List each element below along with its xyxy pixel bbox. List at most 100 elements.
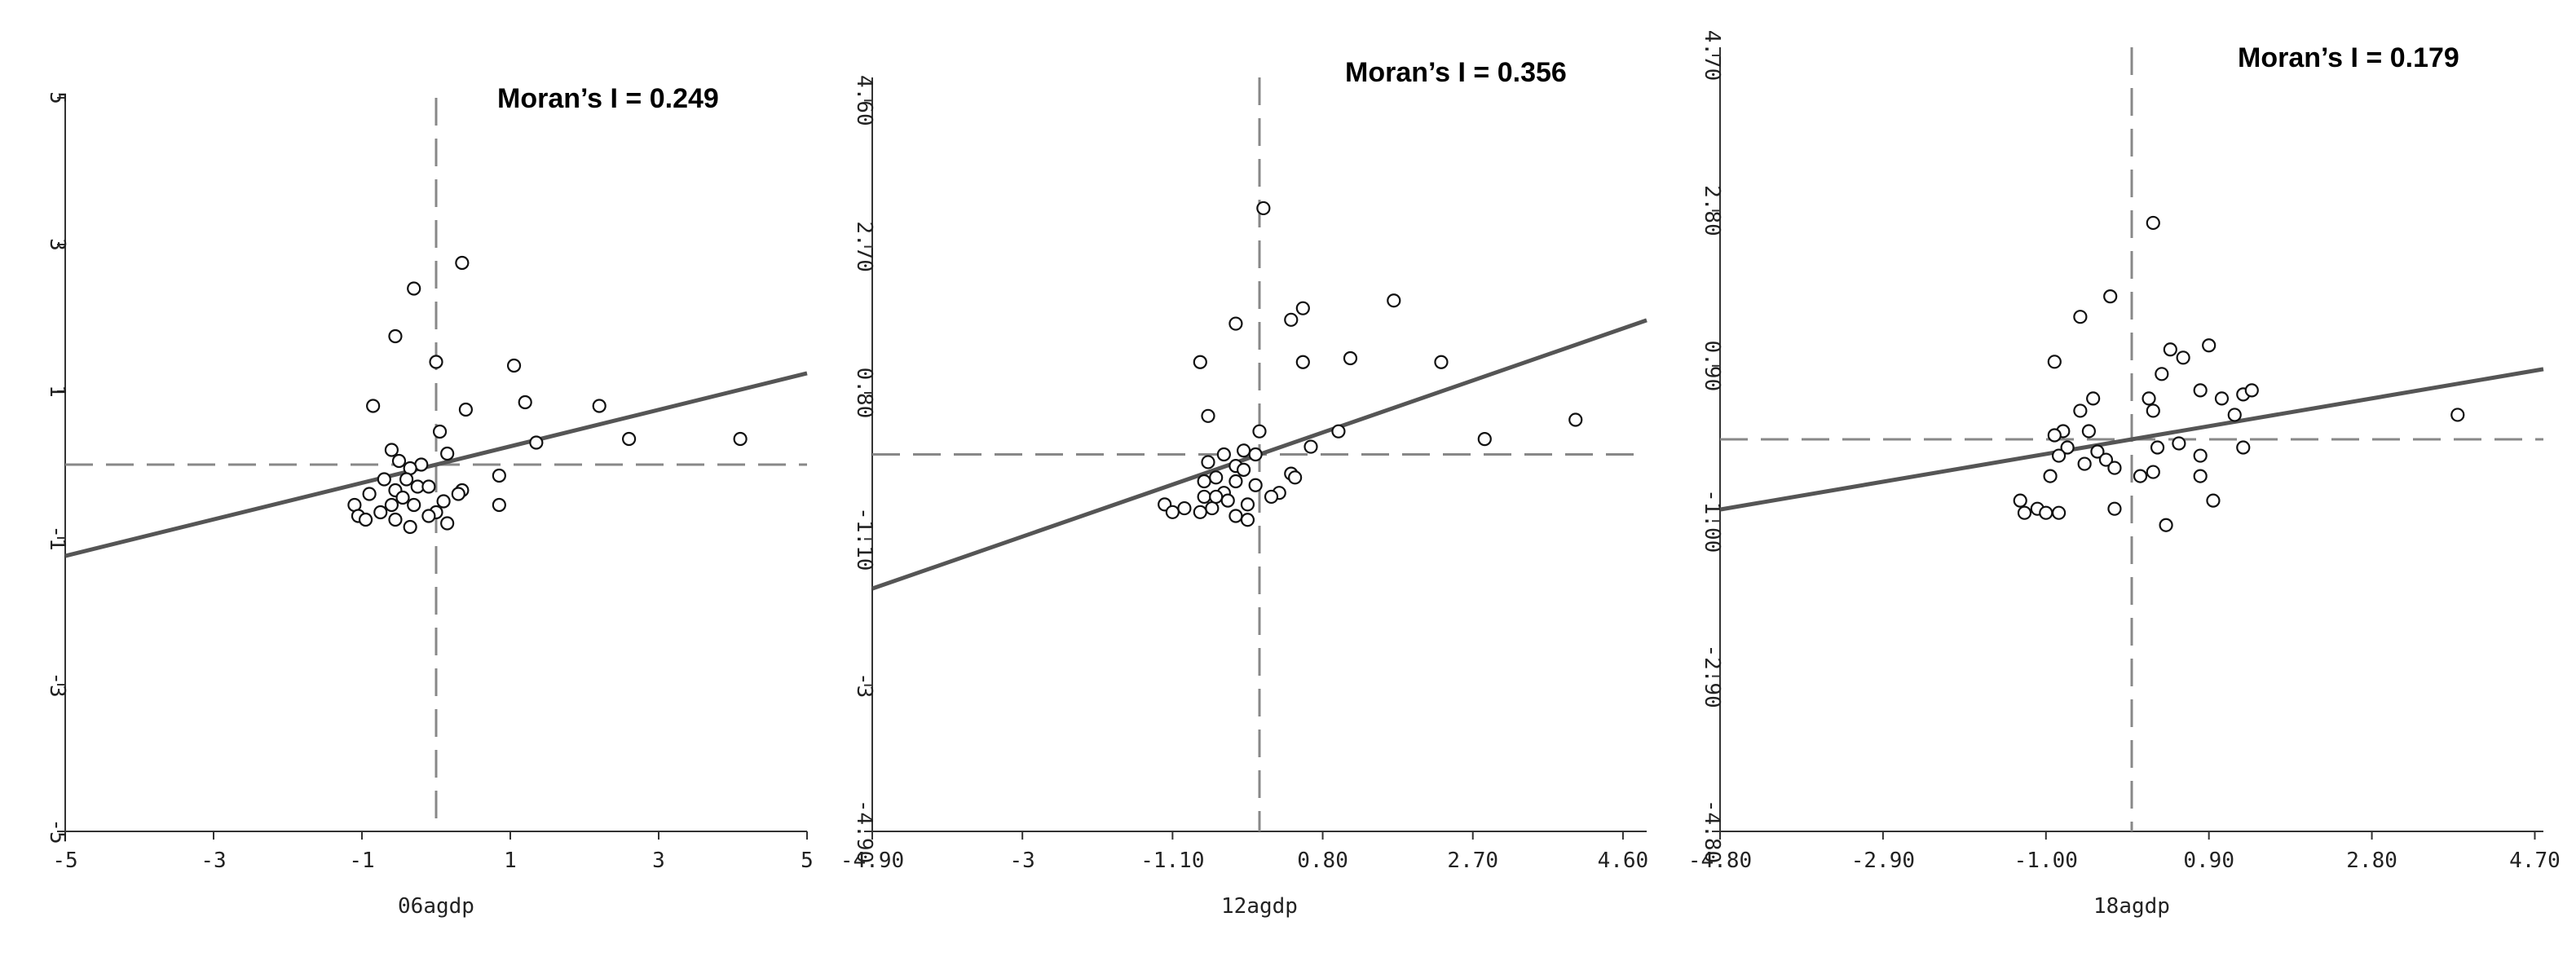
morans-i-annotation: Moran’s I = 0.249 (497, 83, 719, 114)
data-point (2202, 338, 2217, 353)
data-point (2081, 424, 2096, 439)
data-point (2051, 505, 2067, 520)
data-point (407, 281, 421, 296)
data-point (1288, 470, 1303, 485)
data-point (421, 509, 436, 523)
x-axis-label: 18agdp (2093, 894, 2170, 919)
data-point (2227, 408, 2242, 422)
morans-i-annotation: Moran’s I = 0.356 (1345, 57, 1567, 88)
x-tick-label: -1.10 (1140, 849, 1204, 873)
data-point (2172, 436, 2186, 451)
data-point (1237, 462, 1251, 477)
data-point (1568, 412, 1583, 427)
data-point (1248, 478, 1263, 492)
y-tick-label: -1.00 (1700, 489, 1724, 553)
data-point (399, 472, 414, 487)
data-point (1248, 447, 1263, 462)
data-point (2107, 461, 2122, 475)
data-point (2047, 355, 2062, 369)
data-point (2159, 518, 2173, 532)
data-point (1387, 293, 1401, 308)
y-tick-label: -2.90 (1700, 644, 1724, 708)
data-point (1193, 355, 1207, 369)
data-point (2155, 367, 2169, 381)
data-point (2193, 383, 2208, 398)
y-tick-label: 2.80 (1700, 185, 1724, 236)
data-point (403, 519, 417, 535)
data-point (429, 355, 443, 369)
y-tick-label: 1 (45, 385, 69, 398)
y-tick-label: 0.80 (852, 368, 876, 419)
x-tick-label: -3 (201, 849, 226, 873)
y-tick-label: 4.70 (1700, 30, 1724, 82)
x-tick-label: 2.70 (1447, 849, 1498, 873)
data-point (455, 255, 470, 271)
data-point (2244, 383, 2259, 398)
data-point (621, 431, 637, 447)
data-point (1165, 505, 1180, 519)
data-point (2090, 444, 2105, 459)
data-point (2133, 469, 2148, 483)
data-point (384, 497, 399, 513)
data-point (407, 497, 421, 513)
x-tick-label: 0.90 (2183, 849, 2234, 873)
data-point (1303, 439, 1318, 454)
morans-i-annotation: Moran’s I = 0.179 (2238, 42, 2459, 73)
data-point (1228, 509, 1243, 523)
data-point (2017, 505, 2032, 520)
data-point (1284, 312, 1299, 327)
x-tick-label: -4.90 (840, 849, 904, 873)
y-tick-label: -1 (45, 525, 69, 550)
data-point (458, 402, 474, 417)
x-tick-label: 4.70 (2509, 849, 2561, 873)
data-point (436, 494, 451, 509)
y-tick-label: -3 (45, 672, 69, 697)
data-point (492, 497, 506, 513)
data-point (2146, 403, 2160, 418)
data-point (1201, 455, 1215, 469)
data-point (1193, 505, 1207, 519)
data-point (2193, 448, 2208, 463)
data-point (421, 479, 436, 494)
data-point (529, 435, 544, 450)
y-tick-label: -3 (852, 672, 876, 698)
data-point (1209, 489, 1224, 505)
data-point (440, 446, 455, 461)
data-point (1295, 355, 1310, 369)
data-point (1237, 443, 1251, 458)
x-tick-label: 5 (801, 849, 814, 873)
x-tick-label: 2.80 (2346, 849, 2397, 873)
data-point (451, 487, 465, 501)
scatter-panel-3: -4.80 -2.90 -1.00 0.90 2.80 4.70 -4.80 -2.90 -1.… (1688, 30, 2561, 919)
x-tick-label: -1.00 (2014, 849, 2078, 873)
y-tick-label: -4.90 (852, 800, 876, 863)
data-point (2450, 408, 2465, 422)
data-point (2142, 391, 2156, 406)
x-axis-label: 06agdp (398, 894, 474, 919)
data-point (2193, 469, 2208, 483)
data-point (1205, 500, 1220, 516)
y-tick-label: -5 (45, 818, 69, 844)
data-point (2146, 465, 2160, 479)
data-point (1220, 493, 1235, 508)
data-point (373, 505, 388, 520)
data-point (1343, 350, 1358, 366)
y-tick-label: 5 (45, 91, 69, 104)
data-point (362, 487, 377, 501)
data-point (395, 490, 410, 505)
data-point (2077, 456, 2092, 471)
data-point (1240, 497, 1255, 512)
data-point (1252, 424, 1267, 439)
data-point (2086, 391, 2101, 406)
y-tick-label: -1.10 (852, 507, 876, 571)
x-tick-label: 3 (652, 849, 665, 873)
regression-line (1719, 367, 2544, 512)
y-tick-label: 0.90 (1700, 341, 1724, 392)
x-tick-label: -2.90 (1851, 849, 1915, 873)
data-point (518, 395, 532, 410)
data-point (1331, 424, 1346, 439)
data-point (2073, 310, 2088, 324)
data-point (1240, 513, 1255, 527)
